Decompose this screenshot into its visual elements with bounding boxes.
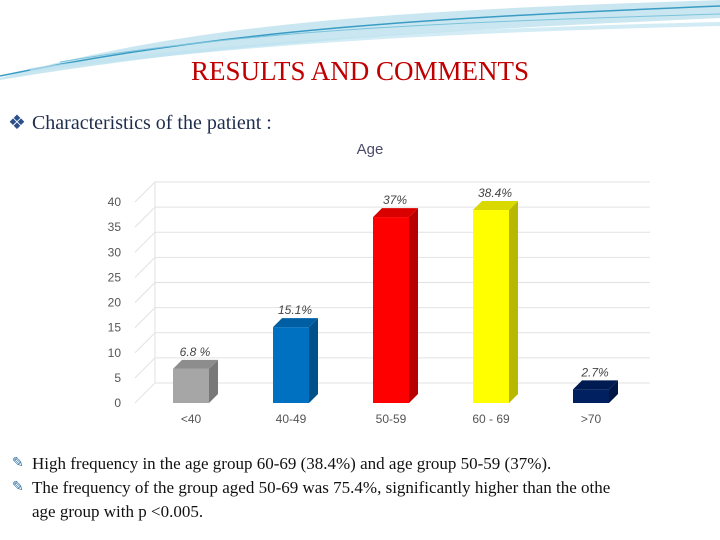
bar-side — [409, 208, 418, 403]
y-tick-label: 40 — [108, 195, 122, 209]
bar-side — [309, 318, 318, 403]
note-text: The frequency of the group aged 50-69 wa… — [32, 478, 611, 497]
bar-side — [509, 201, 518, 403]
y-tick-label: 10 — [108, 346, 122, 360]
bullet-icon: ✎ — [12, 480, 24, 495]
note-text: age group with p <0.005. — [32, 502, 204, 521]
section-heading-text: Characteristics of the patient : — [31, 112, 272, 134]
data-label: 15.1% — [278, 303, 312, 317]
bar — [473, 210, 509, 403]
bar-top — [173, 359, 218, 369]
y-tick-label: 25 — [108, 270, 122, 284]
y-tick-label: 35 — [108, 220, 122, 234]
bar-top — [273, 318, 318, 328]
note-item: ✎ The frequency of the group aged 50-69 … — [12, 476, 712, 500]
notes-list: ✎ High frequency in the age group 60-69 … — [12, 452, 712, 524]
data-label: 37% — [383, 193, 407, 207]
y-tick-label: 20 — [108, 296, 122, 310]
note-item: ✎ High frequency in the age group 60-69 … — [12, 452, 712, 476]
y-tick-label: 5 — [114, 371, 121, 385]
bar-top — [373, 208, 418, 218]
data-label: 38.4% — [478, 186, 512, 200]
chart-plot: 0 5 10 15 20 25 30 35 40 6.8 % <40 15.1% 40-49 37% 50-… — [108, 181, 655, 426]
age-chart: Age 0 5 10 15 20 25 30 35 40 6.8 % <40 15.1% 40-49 37… — [90, 135, 655, 435]
y-tick-label: 30 — [108, 245, 122, 259]
note-continuation: age group with p <0.005. — [12, 500, 712, 524]
slide-title: RESULTS AND COMMENTS — [190, 56, 530, 86]
x-tick-label: 50-59 — [376, 412, 407, 426]
chart-title: Age — [356, 141, 384, 158]
bar-side — [209, 359, 218, 403]
bar-top — [473, 201, 518, 211]
section-heading: ❖ Characteristics of the patient : — [8, 110, 272, 135]
bar — [273, 327, 309, 403]
bar-top — [573, 380, 618, 390]
bar — [173, 368, 209, 403]
y-tick-label: 0 — [114, 396, 121, 410]
y-tick-label: 15 — [108, 321, 122, 335]
header-swoosh — [0, 0, 720, 80]
data-label: 2.7% — [580, 365, 609, 379]
x-tick-label: >70 — [581, 412, 602, 426]
x-tick-label: 40-49 — [276, 412, 307, 426]
diamond-bullet-icon: ❖ — [8, 112, 26, 134]
bar-side — [609, 380, 618, 403]
bar — [373, 217, 409, 403]
bar — [573, 389, 609, 403]
data-label: 6.8 % — [180, 345, 211, 359]
note-text: High frequency in the age group 60-69 (3… — [32, 454, 552, 473]
bullet-icon: ✎ — [12, 456, 24, 471]
x-tick-label: <40 — [181, 412, 202, 426]
x-tick-label: 60 - 69 — [472, 412, 510, 426]
